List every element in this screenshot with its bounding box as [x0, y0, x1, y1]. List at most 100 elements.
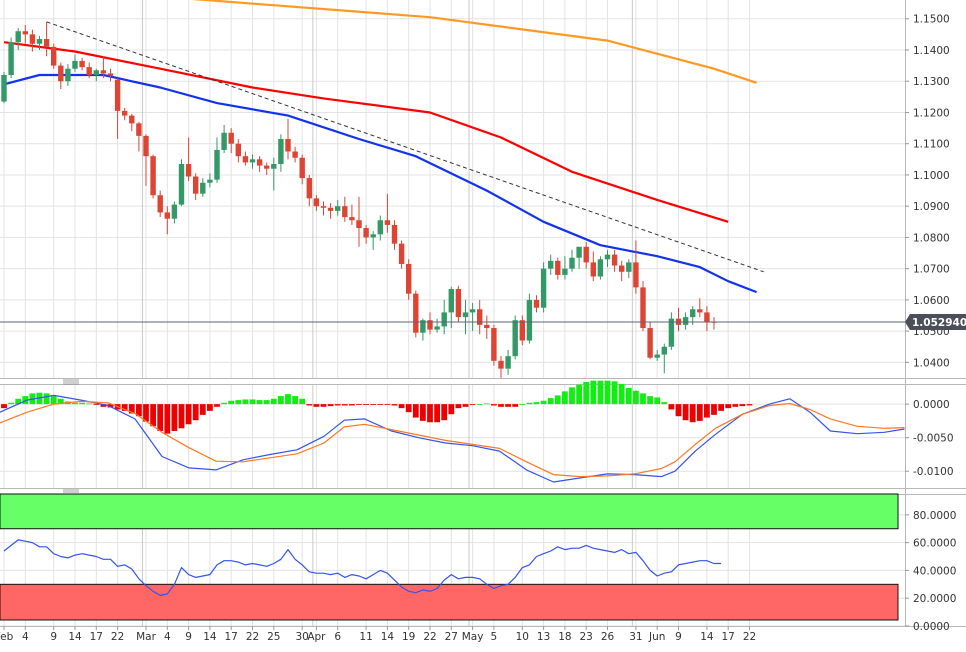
candle-body	[79, 60, 85, 68]
candle-body	[171, 204, 178, 219]
candle	[597, 256, 604, 280]
price-axis-label: 1.1200	[913, 107, 950, 119]
candle	[79, 57, 85, 71]
macd-histogram-bar	[313, 404, 320, 407]
candle-body	[178, 164, 185, 205]
candle	[619, 260, 625, 282]
candle	[271, 157, 277, 191]
candle-body	[306, 178, 312, 199]
candle-body	[356, 220, 362, 229]
candle-body	[221, 132, 227, 150]
candle	[413, 290, 419, 338]
macd-histogram-bar	[256, 400, 263, 405]
candle	[200, 178, 206, 197]
candle	[640, 281, 646, 332]
candle	[178, 159, 185, 207]
date-axis-label: 10	[516, 631, 529, 643]
date-axis-label: 30	[296, 631, 309, 643]
candle	[533, 295, 540, 313]
date-axis-label: 26	[601, 631, 615, 643]
macd-histogram-bar	[476, 404, 483, 405]
macd-histogram-bar	[341, 404, 348, 406]
candle-body	[72, 60, 78, 69]
candle	[129, 114, 135, 132]
date-axis-label: 17	[722, 631, 735, 643]
macd-histogram-bar	[370, 404, 377, 405]
macd-panel	[0, 380, 905, 483]
macd-histogram-bar	[228, 400, 235, 405]
macd-histogram-bar	[625, 388, 632, 405]
rsi-axis-label: 0.0000	[913, 621, 950, 633]
date-axis-label: 17	[225, 631, 238, 643]
candle-body	[285, 139, 291, 152]
candle-body	[583, 246, 589, 263]
candle	[242, 151, 249, 166]
candle-body	[370, 234, 376, 238]
candle	[15, 28, 21, 50]
price-axis-label: 1.1500	[913, 14, 950, 26]
candle-body	[207, 179, 213, 183]
candle-body	[654, 354, 660, 358]
candle-body	[1, 74, 7, 102]
macd-histogram-bar	[249, 399, 256, 405]
candle-body	[562, 268, 568, 275]
macd-histogram-bar	[199, 404, 206, 415]
rsi-axis-label: 20.0000	[913, 593, 956, 605]
macd-histogram-bar	[363, 404, 369, 405]
rsi-axis-label: 60.0000	[913, 538, 956, 550]
candle-body	[107, 73, 114, 76]
candle-body	[185, 164, 192, 177]
candle-body	[29, 34, 36, 44]
date-axis-label: 14	[203, 631, 217, 643]
candle	[583, 242, 589, 269]
candle-body	[36, 39, 43, 44]
date-axis-label: 9	[50, 631, 57, 643]
candle-body	[611, 254, 618, 266]
candle	[122, 107, 128, 121]
candle	[157, 190, 163, 218]
candle	[306, 174, 312, 207]
candle	[335, 199, 341, 216]
candle	[370, 231, 376, 250]
candle-body	[477, 309, 483, 325]
candle	[398, 240, 405, 269]
rsi-axis-label: 80.0000	[913, 510, 956, 522]
macd-histogram-bar	[434, 404, 440, 423]
candle-body	[193, 176, 199, 194]
candle-body	[122, 110, 128, 116]
candle-body	[633, 262, 639, 288]
macd-histogram-bar	[93, 404, 100, 405]
candle-body	[349, 217, 355, 221]
price-axis-label: 1.1000	[913, 170, 950, 182]
candle-body	[22, 31, 28, 35]
gridlines	[0, 0, 905, 627]
macd-histogram-bar	[306, 404, 313, 406]
candle-body	[228, 132, 234, 144]
price-axis-label: 1.1400	[913, 45, 950, 57]
macd-histogram-bar	[136, 404, 142, 417]
candle	[100, 56, 107, 79]
candle-body	[164, 212, 170, 219]
candle-body	[8, 42, 14, 75]
candle-body	[498, 360, 504, 369]
candle	[86, 62, 92, 79]
candle	[214, 137, 220, 183]
candle	[540, 262, 547, 313]
candle	[249, 154, 256, 169]
candle	[569, 249, 575, 272]
candle-body	[320, 206, 327, 208]
macd-histogram-bar	[583, 381, 590, 405]
candle-body	[377, 220, 383, 235]
candle-body	[420, 320, 426, 333]
candle	[356, 196, 362, 247]
date-axis-label: 31	[629, 631, 642, 643]
candle	[363, 224, 369, 244]
candle-body	[93, 70, 99, 75]
price-axis-label: 1.1300	[913, 76, 950, 88]
rsi-line	[3, 539, 722, 597]
date-axis-label: Feb	[0, 631, 14, 643]
macd-histogram-bar	[618, 384, 625, 405]
candle-body	[569, 257, 575, 269]
candle	[264, 162, 270, 175]
